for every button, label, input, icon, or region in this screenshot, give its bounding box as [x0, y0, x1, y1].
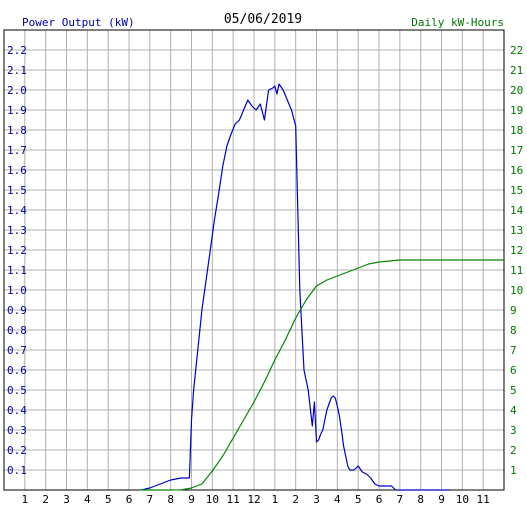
left-tick-label: 1.5: [7, 184, 27, 197]
x-tick-label: 1: [272, 493, 279, 506]
left-tick-label: 1.2: [7, 244, 27, 257]
right-tick-label: 4: [510, 404, 517, 417]
left-tick-label: 1.3: [7, 224, 27, 237]
right-tick-label: 16: [510, 164, 523, 177]
right-axis-label: Daily kW-Hours: [411, 16, 504, 29]
left-axis-label: Power Output (kW): [22, 16, 135, 29]
left-tick-label: 1.6: [7, 164, 27, 177]
left-tick-label: 0.1: [7, 464, 27, 477]
right-tick-label: 15: [510, 184, 523, 197]
left-tick-label: 0.7: [7, 344, 27, 357]
x-tick-label: 6: [126, 493, 133, 506]
left-tick-label: 1.1: [7, 264, 27, 277]
left-tick-label: 0.5: [7, 384, 27, 397]
x-tick-label: 2: [292, 493, 299, 506]
left-tick-label: 0.3: [7, 424, 27, 437]
left-tick-label: 0.9: [7, 304, 27, 317]
left-tick-label: 1.0: [7, 284, 27, 297]
right-tick-label: 5: [510, 384, 517, 397]
right-tick-label: 13: [510, 224, 523, 237]
right-tick-label: 6: [510, 364, 517, 377]
right-tick-label: 11: [510, 264, 523, 277]
x-tick-label: 7: [147, 493, 154, 506]
right-tick-label: 9: [510, 304, 517, 317]
x-tick-label: 8: [167, 493, 174, 506]
right-tick-label: 14: [510, 204, 524, 217]
right-tick-label: 10: [510, 284, 523, 297]
x-tick-label: 10: [456, 493, 469, 506]
right-tick-label: 19: [510, 104, 523, 117]
x-tick-label: 10: [206, 493, 219, 506]
x-tick-label: 7: [397, 493, 404, 506]
right-tick-label: 21: [510, 64, 523, 77]
left-tick-label: 1.7: [7, 144, 27, 157]
right-tick-label: 22: [510, 44, 523, 57]
x-tick-label: 8: [417, 493, 424, 506]
left-tick-label: 2.0: [7, 84, 27, 97]
x-tick-label: 6: [376, 493, 383, 506]
x-tick-label: 4: [84, 493, 91, 506]
x-tick-label: 12: [247, 493, 260, 506]
x-tick-label: 1: [22, 493, 29, 506]
x-tick-label: 2: [42, 493, 49, 506]
right-tick-label: 1: [510, 464, 517, 477]
power-series-line: [141, 83, 450, 491]
left-tick-label: 0.2: [7, 444, 27, 457]
left-tick-label: 0.4: [7, 404, 27, 417]
grid-lines: [4, 30, 504, 490]
right-tick-label: 17: [510, 144, 523, 157]
right-tick-label: 3: [510, 424, 517, 437]
x-tick-label: 5: [355, 493, 362, 506]
x-tick-label: 4: [334, 493, 341, 506]
right-tick-label: 8: [510, 324, 517, 337]
x-tick-label: 9: [188, 493, 195, 506]
x-tick-label: 9: [438, 493, 445, 506]
right-tick-label: 7: [510, 344, 517, 357]
left-tick-label: 1.8: [7, 124, 27, 137]
x-tick-label: 11: [227, 493, 240, 506]
energy-series-line: [139, 259, 504, 491]
left-tick-label: 0.6: [7, 364, 27, 377]
left-tick-label: 2.1: [7, 64, 27, 77]
right-tick-label: 18: [510, 124, 523, 137]
right-tick-label: 12: [510, 244, 523, 257]
right-tick-label: 20: [510, 84, 523, 97]
series-layer: [139, 83, 504, 491]
x-axis-ticks: 1 2 3 4 5 6 7 8 9 10 11 12 1 2 3 4 5 6 7 8 9 10 11: [22, 493, 490, 506]
left-tick-label: 0.8: [7, 324, 27, 337]
left-tick-label: 1.9: [7, 104, 27, 117]
chart-title: 05/06/2019: [224, 12, 302, 27]
left-axis-ticks: 0.1 0.2 0.3 0.4 0.5 0.6 0.7 0.8 0.9 1.0 1.1 1.2 1.3 1…: [7, 44, 27, 477]
x-tick-label: 11: [477, 493, 490, 506]
left-tick-label: 1.4: [7, 204, 27, 217]
x-tick-label: 5: [105, 493, 112, 506]
left-tick-label: 2.2: [7, 44, 27, 57]
right-tick-label: 2: [510, 444, 517, 457]
x-tick-label: 3: [313, 493, 320, 506]
x-tick-label: 3: [63, 493, 70, 506]
